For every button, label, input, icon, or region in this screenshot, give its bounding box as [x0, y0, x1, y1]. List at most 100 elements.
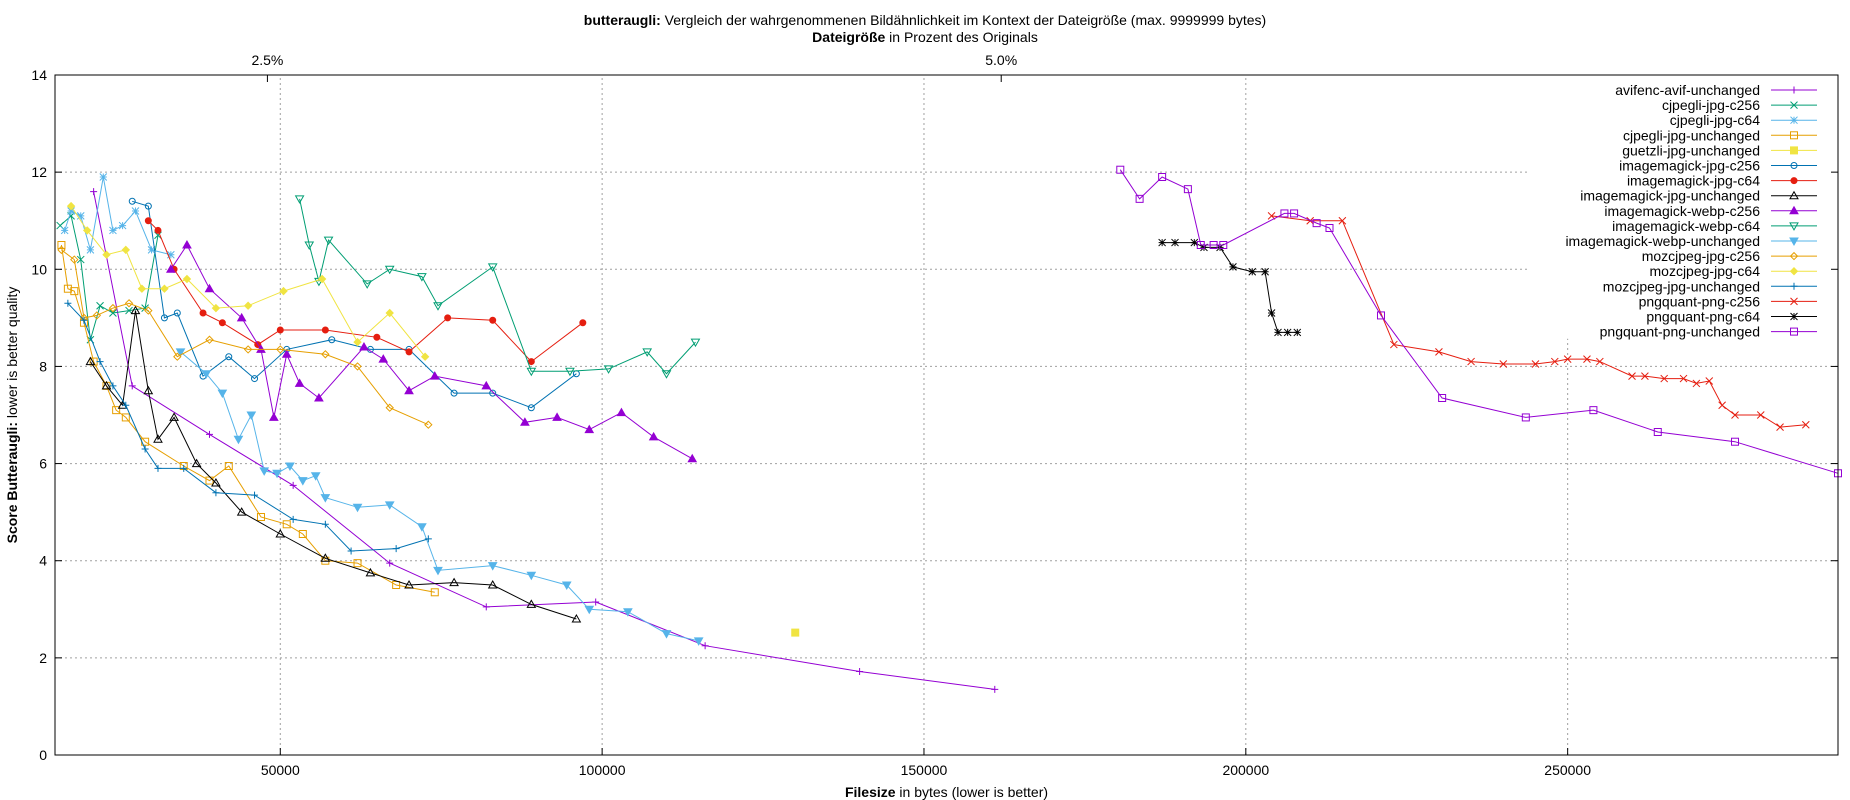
data-point — [1790, 146, 1798, 155]
data-point — [1267, 212, 1276, 220]
data-point — [328, 336, 336, 344]
data-point — [352, 503, 363, 513]
data-point — [236, 507, 247, 516]
data-point — [166, 264, 176, 273]
data-point — [57, 245, 66, 255]
legend-item-imagemagick-jpg-unchanged: imagemagick-jpg-unchanged — [1580, 188, 1817, 204]
data-point — [392, 545, 400, 553]
data-point — [693, 637, 704, 646]
data-point — [1789, 237, 1799, 247]
grid — [55, 75, 1838, 755]
legend-item-cjpegli-jpg-c256: cjpegli-jpg-c256 — [1662, 97, 1817, 113]
y-axis-label-text: lower is better quality — [4, 287, 20, 422]
data-point — [96, 358, 104, 366]
data-point — [1280, 209, 1289, 218]
data-point — [991, 685, 999, 693]
data-point — [552, 412, 562, 421]
series-avifenc-avif-unchanged — [90, 188, 999, 693]
data-point — [616, 407, 627, 417]
legend-label: imagemagick-webp-unchanged — [1565, 233, 1760, 249]
data-point — [182, 274, 192, 284]
data-point — [70, 255, 79, 264]
data-point — [520, 417, 530, 426]
data-point — [417, 523, 427, 532]
legend-label: imagemagick-jpg-c256 — [1619, 158, 1760, 174]
legend-label: pngquant-png-unchanged — [1600, 324, 1760, 340]
data-point — [144, 217, 152, 225]
series-line — [61, 249, 429, 426]
data-point — [392, 581, 401, 589]
data-point — [1438, 394, 1447, 402]
x-tick-label: 200000 — [1222, 762, 1269, 778]
y-tick-label: 2 — [39, 650, 47, 666]
legend-item-avifenc-avif-unchanged: avifenc-avif-unchanged — [1615, 82, 1817, 98]
data-point — [648, 431, 659, 441]
data-point — [160, 314, 168, 322]
data-point — [92, 311, 102, 320]
data-point — [1776, 423, 1784, 431]
data-point — [99, 173, 108, 181]
x-axis-label: Filesize in bytes (lower is better) — [845, 784, 1048, 800]
data-point — [1679, 374, 1688, 383]
series-cjpegli-jpg-c256 — [56, 212, 162, 344]
data-point — [385, 403, 394, 412]
data-point — [404, 385, 414, 395]
data-point — [856, 667, 864, 675]
series-line — [1162, 242, 1298, 333]
legend-item-cjpegli-jpg-c64: cjpegli-jpg-c64 — [1670, 112, 1817, 128]
legend-item-mozcjpeg-jpg-c64: mozcjpeg-jpg-c64 — [1650, 263, 1817, 279]
data-point — [182, 239, 192, 249]
data-point — [1325, 224, 1334, 232]
data-point — [450, 389, 458, 397]
data-point — [101, 380, 112, 390]
x-axis-label-bold: Filesize — [845, 784, 896, 800]
data-point — [67, 207, 75, 215]
legend-label: imagemagick-jpg-unchanged — [1580, 188, 1760, 204]
data-point — [1641, 372, 1649, 380]
y-tick-label: 8 — [39, 358, 47, 374]
data-point — [623, 608, 633, 617]
series-line — [59, 214, 159, 340]
data-point — [526, 367, 537, 377]
data-point — [417, 273, 427, 282]
data-point — [1731, 411, 1739, 419]
data-point — [321, 350, 330, 359]
data-point — [1790, 177, 1798, 185]
data-point — [124, 299, 134, 308]
data-point — [147, 246, 156, 254]
data-point — [1390, 340, 1398, 349]
data-point — [109, 309, 117, 317]
top-tick-label: 5.0% — [985, 52, 1017, 68]
data-point — [251, 375, 259, 383]
data-point — [1653, 428, 1662, 436]
chart-title-text: Vergleich der wahrgenommenen Bildähnlich… — [660, 12, 1267, 28]
data-point — [96, 301, 104, 310]
data-point — [687, 453, 698, 463]
data-point — [191, 458, 202, 468]
data-point — [212, 489, 220, 497]
legend-label: cjpegli-jpg-c64 — [1670, 112, 1760, 128]
data-point — [424, 535, 432, 543]
data-point — [1499, 360, 1508, 368]
data-point — [661, 370, 672, 379]
data-point — [424, 420, 433, 429]
data-point — [128, 382, 136, 390]
data-point — [1312, 219, 1321, 228]
data-point — [386, 559, 394, 567]
legend-item-pngquant-png-c256: pngquant-png-c256 — [1639, 293, 1817, 309]
top-axis-title: Dateigröße in Prozent des Originals — [0, 29, 1850, 45]
data-point — [217, 389, 228, 399]
legend-label: imagemagick-webp-c256 — [1604, 203, 1760, 219]
data-point — [1583, 355, 1591, 363]
series-pngquant-png-c64 — [1158, 238, 1302, 337]
data-point — [487, 579, 498, 589]
data-point — [60, 226, 69, 235]
data-point — [420, 352, 430, 361]
series-line — [93, 191, 995, 690]
data-point — [199, 309, 207, 317]
data-point — [404, 579, 414, 589]
legend-label: imagemagick-jpg-c64 — [1627, 173, 1760, 189]
data-point — [1789, 251, 1799, 261]
